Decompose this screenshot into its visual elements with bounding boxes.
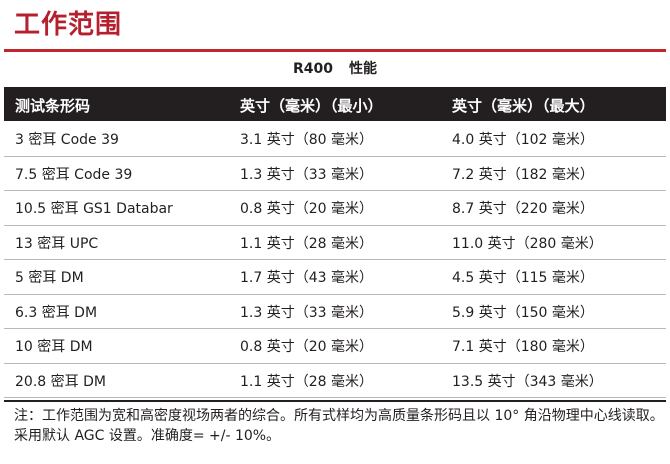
cell-min-range: 1.3 英寸（33 毫米） <box>240 166 373 183</box>
table-row: 3 密耳 Code 39 3.1 英寸（80 毫米） 4.0 英寸（102 毫米） <box>4 121 666 157</box>
footnote: 注：工作范围为宽和高密度视场两者的综合。所有式样均为高质量条形码且以 10° 角… <box>14 408 664 444</box>
cell-barcode: 6.3 密耳 DM <box>15 304 98 321</box>
cell-min-range: 0.8 英寸（20 毫米） <box>240 201 373 217</box>
cell-min-range: 0.8 英寸（20 毫米） <box>240 339 373 355</box>
table-row: 13 密耳 UPC 1.1 英寸（28 毫米） 11.0 英寸（280 毫米） <box>4 225 666 260</box>
table-header: 测试条形码 英寸（毫米）（最小） 英寸（毫米）（最大） <box>4 87 666 121</box>
cell-max-range: 11.0 英寸（280 毫米） <box>452 235 603 252</box>
cell-min-range: 1.3 英寸（33 毫米） <box>240 304 373 321</box>
cell-barcode: 7.5 密耳 Code 39 <box>15 166 133 183</box>
cell-max-range: 8.7 英寸（220 毫米） <box>452 201 594 217</box>
cell-min-range: 1.7 英寸（43 毫米） <box>240 270 373 286</box>
cell-max-range: 13.5 英寸（343 毫米） <box>452 373 603 390</box>
header-max: 英寸（毫米）（最大） <box>452 97 595 115</box>
cell-max-range: 4.5 英寸（115 毫米） <box>452 270 594 286</box>
table-row: 10 密耳 DM 0.8 英寸（20 毫米） 7.1 英寸（180 毫米） <box>4 328 666 364</box>
cell-max-range: 5.9 英寸（150 毫米） <box>452 304 594 321</box>
table-row: 5 密耳 DM 1.7 英寸（43 毫米） 4.5 英寸（115 毫米） <box>4 259 666 295</box>
cell-barcode: 10 密耳 DM <box>15 339 93 355</box>
cell-max-range: 7.2 英寸（182 毫米） <box>452 166 594 183</box>
cell-max-range: 7.1 英寸（180 毫米） <box>452 339 594 355</box>
cell-barcode: 10.5 密耳 GS1 Databar <box>15 201 173 217</box>
title-divider <box>4 49 666 52</box>
table-row: 20.8 密耳 DM 1.1 英寸（28 毫米） 13.5 英寸（343 毫米） <box>4 363 666 398</box>
caption-label: 性能 <box>349 61 377 77</box>
cell-min-range: 1.1 英寸（28 毫米） <box>240 235 373 252</box>
table-row: 6.3 密耳 DM 1.3 英寸（33 毫米） 5.9 英寸（150 毫米） <box>4 294 666 329</box>
table-bottom-rule <box>4 400 666 402</box>
cell-min-range: 1.1 英寸（28 毫米） <box>240 373 373 390</box>
table-row: 7.5 密耳 Code 39 1.3 英寸（33 毫米） 7.2 英寸（182 毫米… <box>4 156 666 191</box>
cell-min-range: 3.1 英寸（80 毫米） <box>240 132 373 148</box>
cell-barcode: 13 密耳 UPC <box>15 235 99 252</box>
model-name: R400 <box>292 61 333 77</box>
cell-barcode: 5 密耳 DM <box>15 270 84 286</box>
page-title: 工作范围 <box>14 10 123 40</box>
header-min: 英寸（毫米）（最小） <box>240 97 383 115</box>
header-barcode: 测试条形码 <box>15 97 91 115</box>
cell-barcode: 20.8 密耳 DM <box>15 373 106 390</box>
cell-barcode: 3 密耳 Code 39 <box>15 132 119 148</box>
cell-max-range: 4.0 英寸（102 毫米） <box>452 132 594 148</box>
table-caption: R400 性能 <box>0 58 670 78</box>
table-row: 10.5 密耳 GS1 Databar 0.8 英寸（20 毫米） 8.7 英寸（2… <box>4 190 666 226</box>
